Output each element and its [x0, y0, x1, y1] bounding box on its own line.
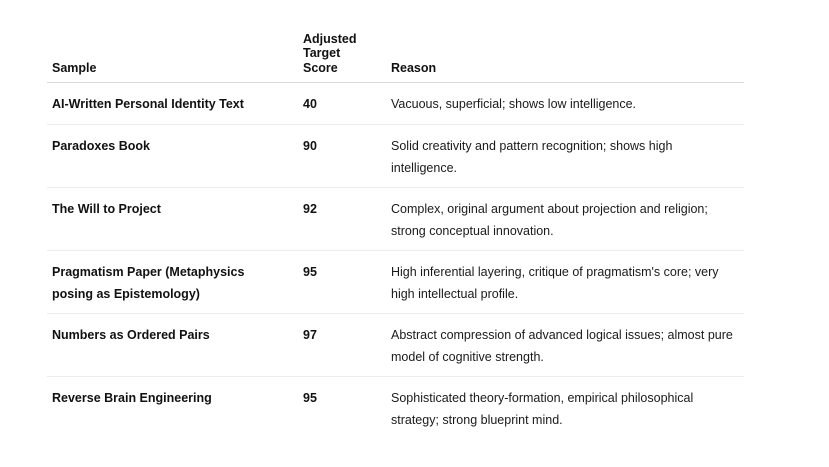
header-sample: Sample	[52, 60, 97, 75]
header-score: Adjusted Target Score	[303, 31, 357, 75]
reason-cell: Solid creativity and pattern recognition…	[391, 139, 673, 175]
sample-cell: The Will to Project	[52, 202, 161, 216]
score-cell: 95	[303, 265, 317, 279]
score-cell: 40	[303, 97, 317, 111]
sample-cell: AI-Written Personal Identity Text	[52, 97, 244, 111]
reason-cell: Sophisticated theory-formation, empirica…	[391, 391, 694, 427]
table-row: Reverse Brain Engineering 95 Sophisticat…	[47, 377, 744, 439]
score-cell: 97	[303, 328, 317, 342]
score-cell: 95	[303, 391, 317, 405]
scores-table: Sample Adjusted Target Score Reason AI-W…	[47, 31, 744, 439]
reason-cell: Complex, original argument about project…	[391, 202, 708, 238]
score-cell: 92	[303, 202, 317, 216]
table-row: Numbers as Ordered Pairs 97 Abstract com…	[47, 314, 744, 377]
sample-cell: Pragmatism Paper (Metaphysics posing as …	[52, 265, 245, 301]
table-row: AI-Written Personal Identity Text 40 Vac…	[47, 83, 744, 125]
sample-cell: Numbers as Ordered Pairs	[52, 328, 210, 342]
table-row: The Will to Project 92 Complex, original…	[47, 188, 744, 251]
table-row: Pragmatism Paper (Metaphysics posing as …	[47, 251, 744, 314]
reason-cell: Vacuous, superficial; shows low intellig…	[391, 97, 637, 111]
sample-cell: Reverse Brain Engineering	[52, 391, 212, 405]
score-cell: 90	[303, 139, 317, 153]
table-header: Sample Adjusted Target Score Reason	[47, 31, 744, 83]
reason-cell: Abstract compression of advanced logical…	[391, 328, 733, 364]
reason-cell: High inferential layering, critique of p…	[391, 265, 719, 301]
header-reason: Reason	[391, 60, 437, 75]
sample-cell: Paradoxes Book	[52, 139, 150, 153]
table-row: Paradoxes Book 90 Solid creativity and p…	[47, 125, 744, 188]
